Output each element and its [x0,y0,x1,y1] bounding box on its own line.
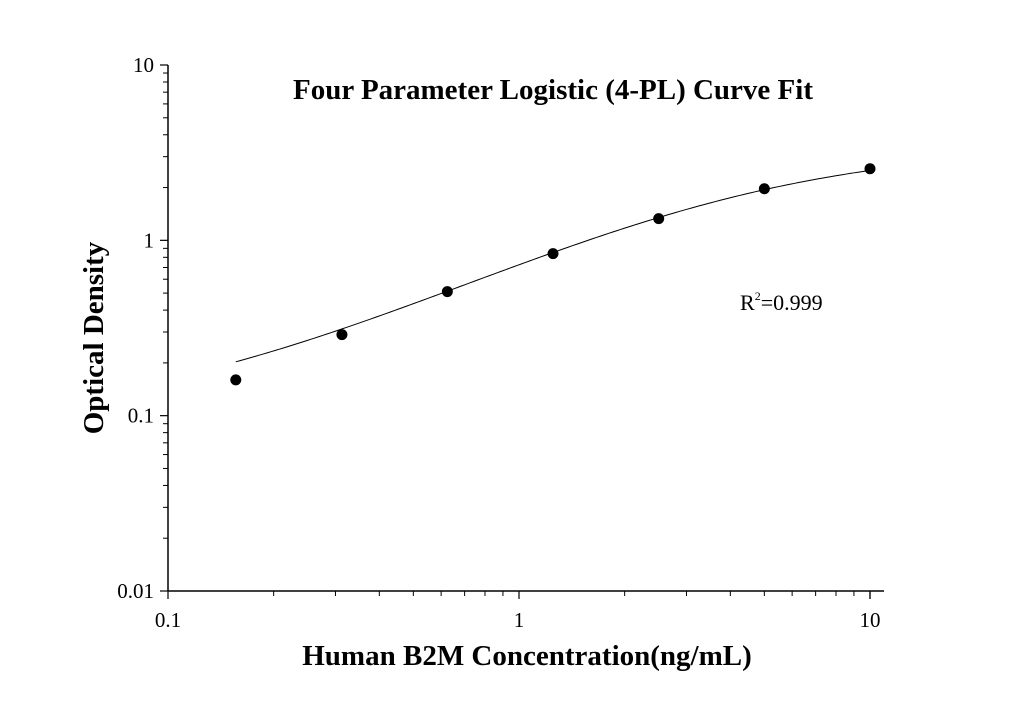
data-points [230,163,876,386]
y-axis-title: Optical Density [78,241,110,434]
data-point [230,374,242,386]
y-tick-label: 1 [144,228,155,252]
y-tick-label: 10 [133,53,154,77]
r-squared-value: =0.999 [761,290,823,315]
data-point [653,213,665,225]
x-axis-title: Human B2M Concentration(ng/mL) [302,640,752,672]
data-point [441,286,453,298]
r-squared-annotation: R2=0.999 [740,289,823,315]
r-squared-sup: 2 [755,289,761,303]
chart-title: Four Parameter Logistic (4-PL) Curve Fit [293,74,813,106]
data-point [547,248,559,260]
data-point [758,183,770,195]
x-tick-label: 10 [860,608,881,632]
r-squared-base: R [740,290,755,315]
axis-ticks [160,64,871,599]
y-tick-label: 0.1 [128,404,154,428]
x-tick-label: 0.1 [155,608,181,632]
data-point [864,163,876,175]
y-tick-label: 0.01 [117,579,154,603]
fit-curve [235,169,871,363]
data-point [336,329,348,341]
x-tick-label: 1 [514,608,525,632]
